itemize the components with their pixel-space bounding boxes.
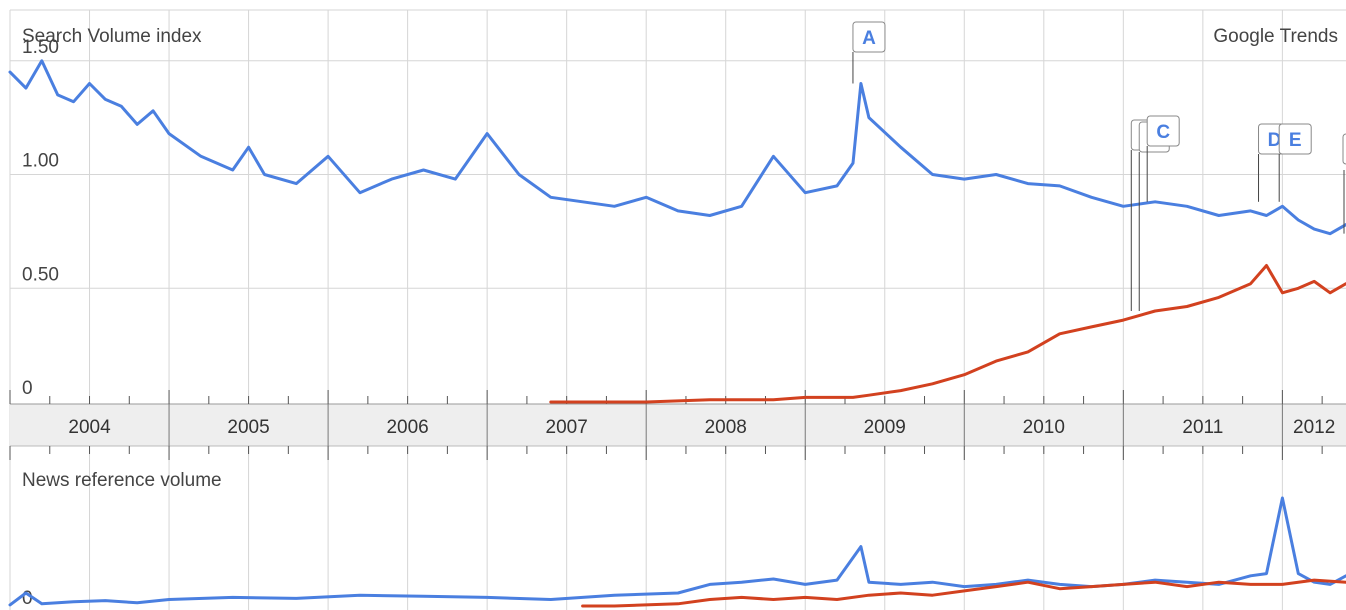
y-tick-label: 0 bbox=[22, 378, 33, 399]
annotation-flag-e bbox=[1278, 123, 1312, 155]
y-tick-label: 0.50 bbox=[22, 264, 59, 285]
annotation-flag-a bbox=[852, 21, 886, 53]
search-series-line-red bbox=[549, 264, 1346, 404]
annotation-flag-partial bbox=[1342, 133, 1346, 165]
y-tick-label: 1.50 bbox=[22, 37, 59, 58]
annotation-flag-c bbox=[1146, 115, 1180, 147]
brand-label: Google Trends bbox=[1213, 26, 1338, 47]
annotation-flag-label: D bbox=[1268, 130, 1282, 151]
y-axis-title: Search Volume index bbox=[22, 26, 202, 47]
year-label: 2006 bbox=[386, 417, 428, 438]
year-label: 2012 bbox=[1293, 417, 1335, 438]
year-label: 2005 bbox=[227, 417, 269, 438]
news-series-line-red bbox=[581, 578, 1346, 608]
news-section-title: News reference volume bbox=[22, 470, 222, 491]
year-band bbox=[10, 404, 1346, 446]
annotation-flag-label: A bbox=[862, 28, 876, 49]
search-series-line-blue bbox=[8, 59, 1346, 236]
year-label: 2011 bbox=[1182, 417, 1223, 438]
news-series-line-blue bbox=[8, 496, 1346, 607]
annotation-flag-label: C bbox=[1156, 122, 1170, 143]
year-label: 2007 bbox=[546, 417, 588, 438]
news-y-tick-label: 0 bbox=[22, 588, 33, 609]
year-label: 2004 bbox=[68, 417, 111, 438]
year-label: 2009 bbox=[864, 417, 906, 438]
year-label: 2010 bbox=[1023, 417, 1065, 438]
annotation-flag-label: E bbox=[1289, 130, 1302, 151]
year-label: 2008 bbox=[705, 417, 747, 438]
y-tick-label: 1.00 bbox=[22, 151, 59, 172]
